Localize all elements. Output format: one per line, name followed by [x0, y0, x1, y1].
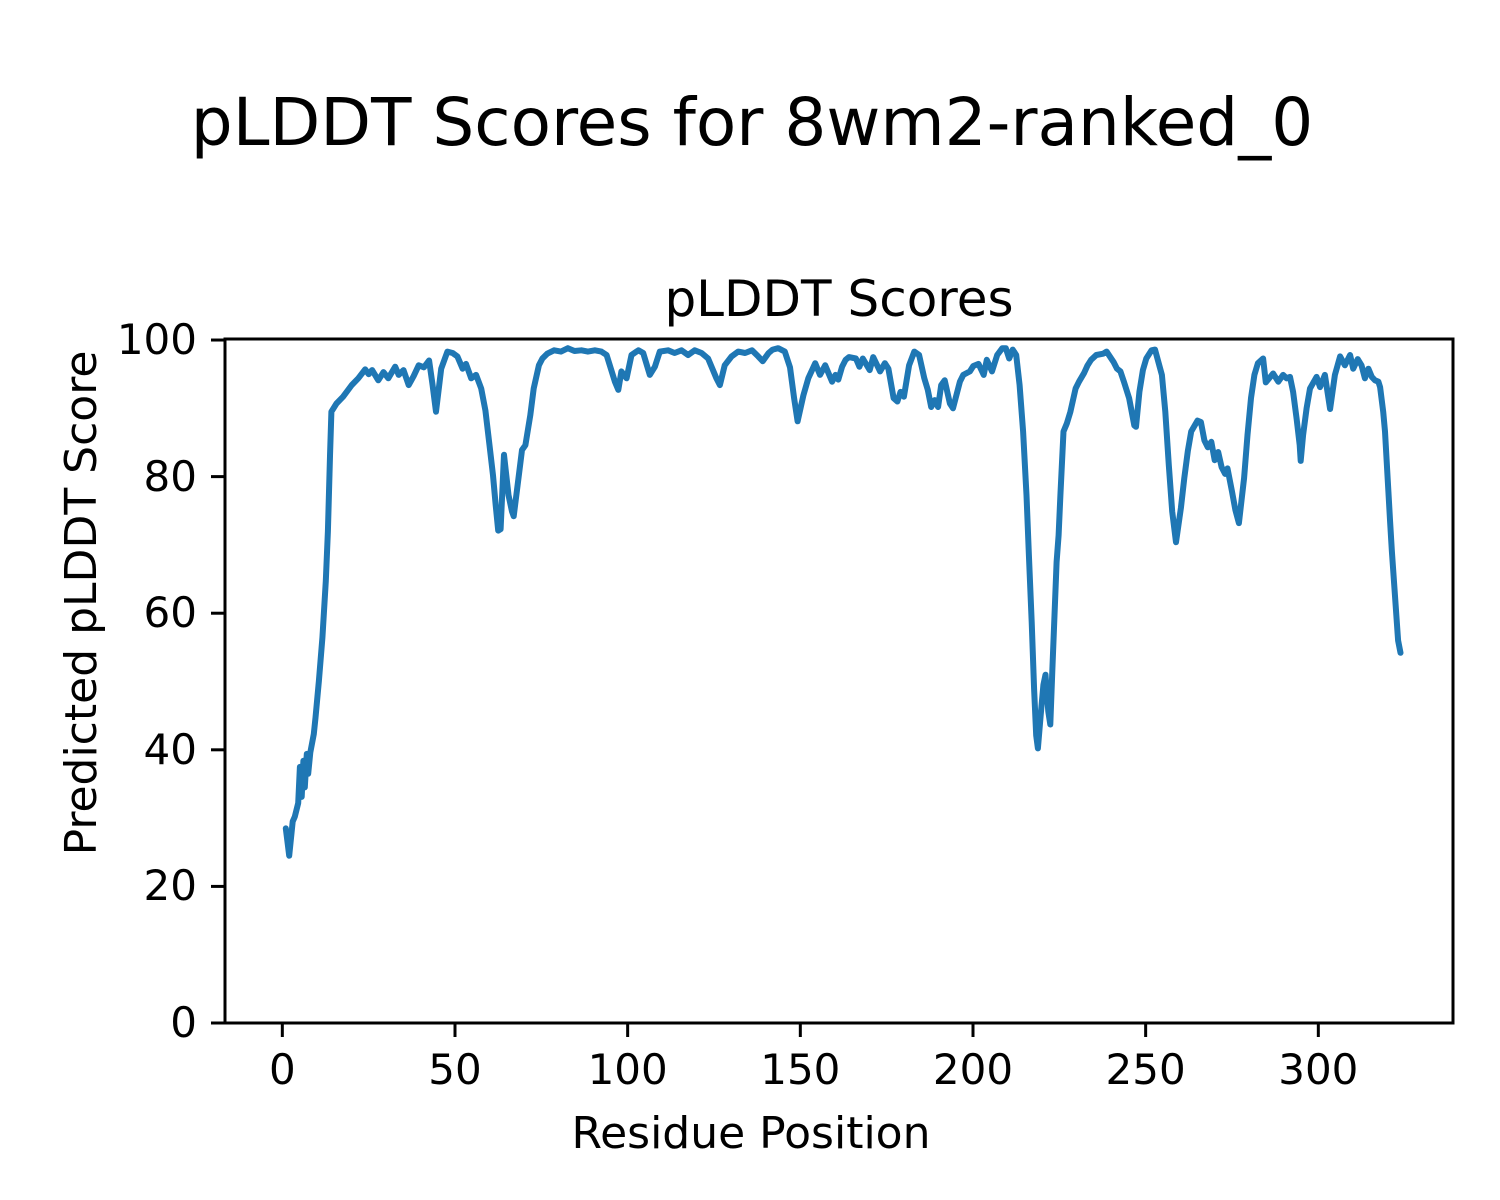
y-tick-label: 100	[116, 315, 197, 365]
x-tick-label: 300	[1278, 1045, 1359, 1094]
axes-frame	[223, 337, 1455, 1025]
y-tick-label: 0	[170, 998, 197, 1047]
y-axis-label-text: Predicted pLDDT Score	[56, 350, 107, 856]
x-tick-label: 100	[587, 1045, 668, 1094]
x-tick-label: 200	[932, 1045, 1014, 1094]
axes-title: pLDDT Scores	[664, 270, 1014, 328]
tick-marks	[211, 338, 1320, 1037]
x-tick-label: 0	[268, 1045, 296, 1094]
y-tick-label: 20	[143, 861, 197, 911]
x-axis-label: Residue Position	[571, 1108, 931, 1159]
y-tick-label: 40	[143, 724, 197, 774]
plddt-line	[282, 345, 1404, 859]
x-tick-label: 150	[760, 1045, 841, 1094]
y-tick-label: 60	[143, 588, 197, 638]
y-tick-label: 80	[143, 451, 197, 501]
x-tick-label: 250	[1105, 1045, 1186, 1094]
x-tick-label: 50	[428, 1045, 482, 1094]
figure-suptitle: pLDDT Scores for 8wm2-ranked_0	[190, 84, 1314, 161]
